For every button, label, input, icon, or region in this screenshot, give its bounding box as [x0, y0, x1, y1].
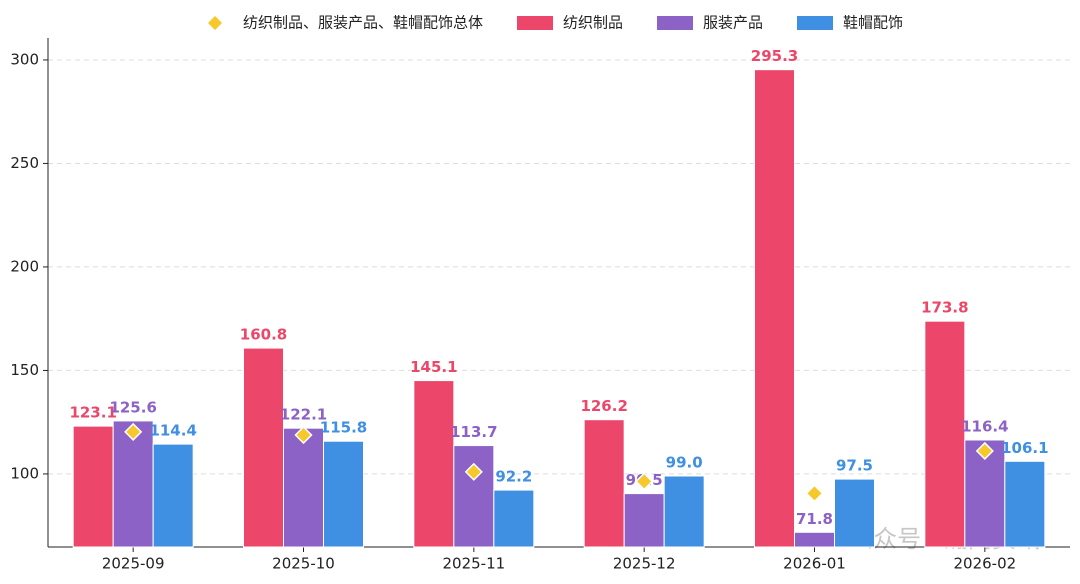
value-label: 173.8	[921, 299, 968, 317]
diamond-marker	[124, 422, 143, 441]
value-label: 114.4	[149, 422, 196, 440]
y-tick-label: 150	[10, 361, 39, 379]
legend-marker	[797, 16, 833, 30]
value-label: 125.6	[109, 398, 156, 416]
bar	[834, 478, 875, 548]
value-label: 126.2	[580, 397, 627, 415]
y-tick-label: 200	[10, 257, 39, 275]
bar	[413, 380, 455, 548]
x-tick-label: 2025-09	[102, 555, 165, 573]
legend-label: 鞋帽配饰	[843, 14, 903, 32]
bar	[663, 475, 705, 548]
legend-marker	[517, 16, 553, 30]
legend-label: 纺织制品	[563, 14, 623, 32]
bar	[323, 440, 364, 548]
bar	[453, 445, 495, 548]
value-label: 92.2	[495, 468, 532, 486]
bar	[112, 420, 154, 548]
bar	[152, 443, 194, 548]
value-label: 97.5	[836, 457, 873, 475]
y-tick-label: 250	[10, 154, 39, 172]
value-label: 106.1	[1001, 439, 1048, 457]
x-tick-label: 2026-02	[953, 555, 1016, 573]
y-tick-label: 300	[10, 50, 39, 68]
bar	[583, 419, 625, 548]
value-label: 145.1	[410, 358, 457, 376]
bar	[243, 347, 284, 548]
bar	[623, 493, 665, 548]
value-label: 99.0	[666, 454, 703, 472]
value-label: 295.3	[751, 47, 798, 65]
legend-label: 纺织制品、服装产品、鞋帽配饰总体	[243, 14, 483, 32]
legend-marker	[657, 16, 693, 30]
x-tick-label: 2025-10	[272, 555, 335, 573]
y-tick-label: 100	[10, 464, 39, 482]
x-tick-label: 2025-12	[613, 555, 676, 573]
diamond-marker	[294, 425, 313, 445]
legend-marker	[208, 16, 222, 30]
value-label: 115.8	[320, 419, 367, 437]
value-label: 71.8	[796, 510, 833, 528]
legend-label: 服装产品	[703, 14, 763, 32]
diamond-marker	[464, 462, 483, 481]
value-label: 116.4	[961, 417, 1008, 435]
value-label: 160.8	[240, 326, 287, 344]
bar	[283, 427, 324, 548]
bar	[493, 489, 535, 548]
bar	[72, 425, 114, 548]
diamond-marker	[805, 484, 824, 503]
value-label: 123.1	[69, 404, 116, 422]
x-tick-label: 2025-11	[442, 555, 505, 573]
bar	[924, 320, 966, 548]
bar	[794, 531, 835, 548]
value-label: 122.1	[280, 406, 327, 424]
value-label: 113.7	[450, 423, 497, 441]
bar	[754, 69, 795, 548]
bar	[1004, 460, 1046, 548]
diamond-marker	[975, 441, 994, 461]
x-tick-label: 2026-01	[783, 555, 846, 573]
diamond-marker	[635, 472, 654, 491]
